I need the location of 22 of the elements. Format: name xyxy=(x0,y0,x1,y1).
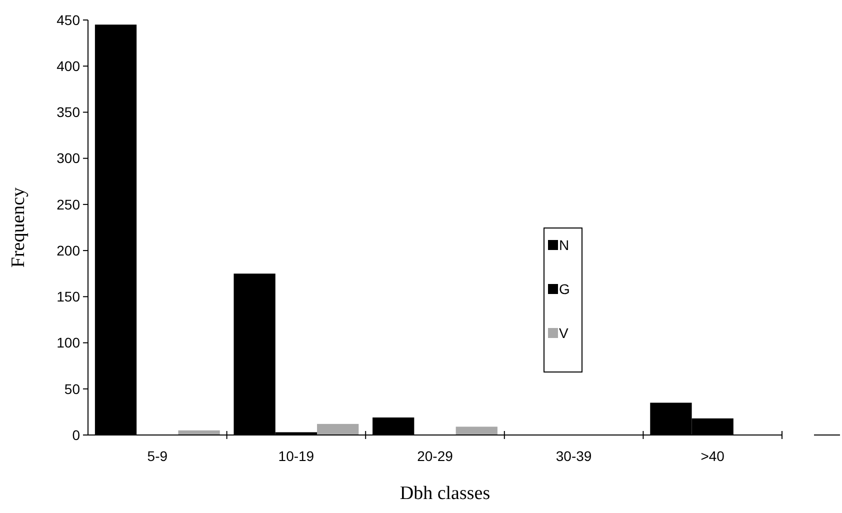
x-axis-title: Dbh classes xyxy=(400,483,490,504)
y-tick-label: 450 xyxy=(56,12,80,28)
y-tick-label: 150 xyxy=(56,288,80,305)
legend-label: N xyxy=(559,236,570,253)
x-tick-label: 5-9 xyxy=(147,448,168,464)
y-tick-label: 300 xyxy=(56,150,80,166)
y-tick-label: 250 xyxy=(56,196,80,212)
y-axis-title: Frequency xyxy=(8,186,29,268)
bar xyxy=(317,424,359,435)
y-tick-label: 400 xyxy=(56,58,80,74)
legend-label: V xyxy=(559,324,569,341)
bar xyxy=(456,426,498,435)
y-tick-label: 100 xyxy=(56,334,80,351)
y-tick-label: 50 xyxy=(64,380,80,397)
y-tick-label: 0 xyxy=(72,426,80,443)
legend-label: G xyxy=(559,280,570,297)
x-tick-label: 10-19 xyxy=(278,448,314,464)
x-tick-label: 20-29 xyxy=(417,448,454,464)
x-tick-label: >40 xyxy=(700,448,725,464)
x-tick-label: 30-39 xyxy=(556,448,592,464)
y-tick-label: 200 xyxy=(56,242,80,258)
y-tick-label: 350 xyxy=(56,104,80,120)
